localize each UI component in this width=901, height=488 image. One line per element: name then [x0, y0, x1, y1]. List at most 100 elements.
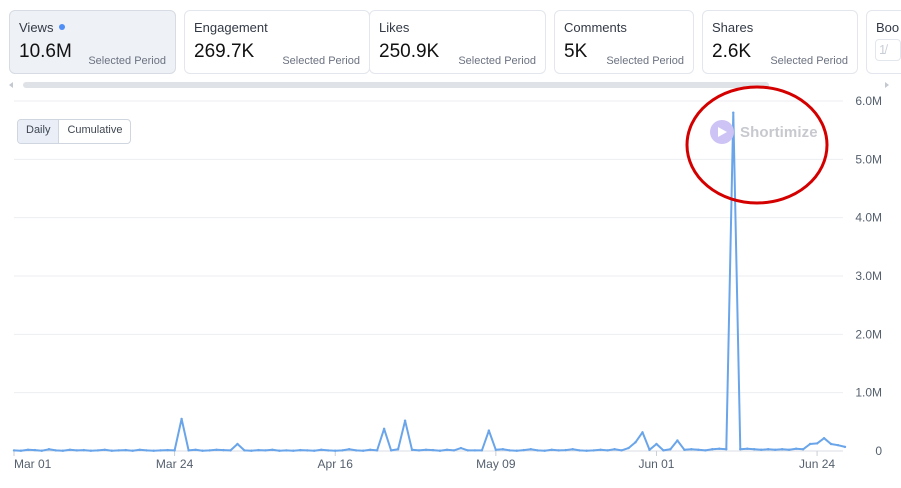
bookmarks-card[interactable]: Boo 1̸ [866, 10, 901, 74]
data-point [620, 449, 623, 452]
data-point [669, 448, 672, 451]
data-point [368, 448, 372, 452]
data-point [103, 448, 106, 452]
data-point [410, 448, 414, 452]
data-point [473, 449, 477, 452]
views-series-line [13, 111, 846, 452]
data-point [96, 449, 99, 452]
data-point [808, 442, 812, 446]
data-point [361, 449, 365, 452]
data-point [257, 448, 260, 452]
data-point [236, 442, 239, 446]
data-point [780, 448, 784, 451]
data-point [61, 449, 65, 452]
x-tick-label: Apr 16 [318, 457, 354, 471]
data-point [753, 448, 756, 451]
data-point [173, 449, 176, 452]
data-point [676, 439, 679, 442]
x-axis: Mar 01 Mar 24 Apr 16 May 09 Jun 01 Jun 24 [13, 451, 835, 471]
series-points [12, 111, 847, 452]
data-point [334, 449, 337, 452]
data-point [787, 448, 791, 452]
data-point [536, 449, 539, 452]
data-point [627, 446, 630, 450]
likes-card-value: 250.9K [379, 41, 440, 62]
data-point [166, 448, 169, 452]
y-tick-label: 6.0M [855, 94, 882, 108]
data-point [320, 448, 323, 452]
data-point [131, 449, 134, 452]
metric-cards: Views 10.6M Selected Period Engagement 2… [9, 10, 901, 76]
scroll-right-icon[interactable] [885, 82, 889, 88]
data-point [766, 448, 770, 451]
data-point [501, 448, 505, 451]
data-point [292, 449, 295, 452]
data-point [438, 449, 442, 452]
data-point [459, 446, 463, 450]
data-point [522, 448, 525, 452]
data-point [201, 449, 204, 452]
cumulative-button[interactable]: Cumulative [58, 120, 130, 143]
y-tick-label: 0 [875, 444, 882, 458]
data-point [396, 448, 400, 451]
comments-card[interactable]: Comments 5K Selected Period [554, 10, 694, 74]
data-point [431, 448, 435, 452]
data-point [557, 449, 560, 452]
daily-button[interactable]: Daily [18, 120, 59, 143]
data-point [585, 449, 588, 452]
views-card-period: Selected Period [88, 55, 166, 67]
scrollbar-thumb[interactable] [23, 82, 769, 88]
comments-card-period: Selected Period [606, 55, 684, 67]
data-point [711, 448, 714, 451]
data-point [801, 448, 805, 451]
data-point [299, 448, 302, 452]
x-tick-label: May 09 [476, 457, 516, 471]
data-point [145, 449, 148, 452]
scroll-left-icon[interactable] [9, 82, 13, 88]
comments-card-value: 5K [564, 41, 588, 62]
data-point [571, 448, 574, 451]
data-point [110, 449, 113, 452]
data-point [452, 449, 456, 452]
data-point [445, 448, 449, 452]
data-point [794, 447, 798, 450]
data-point [285, 449, 288, 452]
data-point [515, 449, 518, 452]
data-point [152, 449, 155, 452]
data-point [40, 449, 44, 452]
data-point [68, 448, 72, 452]
data-point [382, 427, 386, 431]
data-point [19, 449, 23, 452]
data-point [89, 449, 93, 452]
data-point [417, 449, 421, 452]
chart-grid [14, 100, 843, 452]
data-point [543, 449, 546, 452]
cards-horizontal-scrollbar[interactable] [9, 81, 889, 89]
data-point [508, 449, 512, 452]
data-point [243, 449, 246, 452]
engagement-card[interactable]: Engagement 269.7K Selected Period [184, 10, 370, 74]
data-point [278, 449, 281, 452]
data-point [655, 442, 658, 446]
data-point [564, 448, 567, 452]
data-point [648, 448, 651, 452]
data-point [194, 448, 197, 452]
data-point [822, 436, 826, 440]
data-point [389, 449, 393, 452]
y-axis: 0 1.0M 2.0M 3.0M 4.0M 5.0M 6.0M [855, 94, 882, 458]
data-point [662, 449, 665, 452]
data-point [306, 449, 309, 452]
engagement-card-title: Engagement [194, 20, 268, 35]
data-point [494, 448, 498, 452]
data-point [725, 448, 728, 451]
data-point [815, 442, 819, 445]
data-point [746, 447, 749, 450]
likes-card-period: Selected Period [458, 55, 536, 67]
shares-card[interactable]: Shares 2.6K Selected Period [702, 10, 858, 74]
views-card-title: Views [19, 20, 66, 35]
likes-card[interactable]: Likes 250.9K Selected Period [369, 10, 546, 74]
x-tick-label: Mar 24 [156, 457, 194, 471]
views-card[interactable]: Views 10.6M Selected Period [9, 10, 176, 74]
data-point [341, 449, 344, 452]
